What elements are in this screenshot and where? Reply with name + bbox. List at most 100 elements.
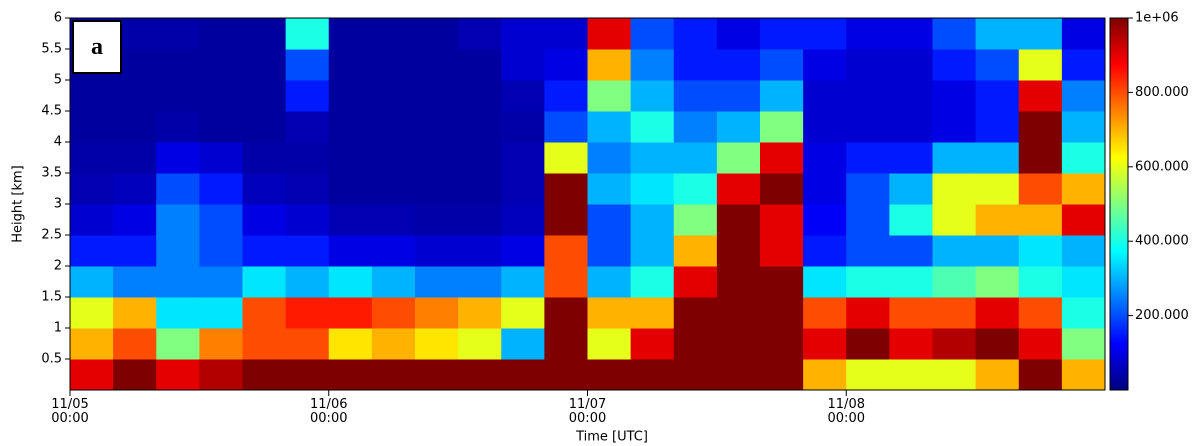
heatmap-cell [673, 204, 718, 236]
heatmap-cell [156, 18, 200, 50]
heatmap-cell [975, 49, 1020, 81]
heatmap-cell [587, 142, 632, 174]
heatmap-cell [716, 142, 761, 174]
y-tick-label: 0.5 [41, 352, 62, 367]
heatmap-cell [760, 204, 804, 236]
heatmap-cell [803, 173, 847, 205]
heatmap-cell [673, 235, 718, 267]
heatmap-cell [501, 142, 545, 174]
heatmap-cell [501, 359, 545, 391]
heatmap-cell [544, 173, 588, 205]
heatmap-cell [501, 49, 545, 81]
heatmap-cell [760, 49, 804, 81]
heatmap-cell [242, 266, 287, 298]
heatmap-cell [113, 142, 157, 174]
heatmap-cell [458, 142, 502, 174]
heatmap-cell [544, 359, 588, 391]
heatmap-cell [501, 235, 545, 267]
heatmap-cell [1061, 204, 1106, 236]
heatmap-cell [199, 18, 243, 50]
y-tick-label: 5 [54, 73, 62, 88]
heatmap-cell [975, 359, 1020, 391]
heatmap-cell [371, 204, 416, 236]
heatmap-cell [544, 266, 588, 298]
heatmap-cell [458, 266, 502, 298]
heatmap-cell [587, 111, 632, 143]
colorbar-tick-label: 400.000 [1135, 234, 1189, 249]
heatmap-cell [975, 18, 1020, 50]
heatmap-cell [1061, 49, 1106, 81]
heatmap-cell [1061, 18, 1106, 50]
heatmap-cell [458, 49, 502, 81]
heatmap-cell [415, 235, 459, 267]
heatmap-cell [156, 235, 200, 267]
heatmap-cell [760, 235, 804, 267]
heatmap-cell [716, 204, 761, 236]
heatmap-cell [1018, 266, 1063, 298]
heatmap-cell [587, 80, 632, 112]
heatmap-cell [242, 204, 287, 236]
heatmap-cell [371, 328, 416, 360]
heatmap-cell [889, 142, 933, 174]
heatmap-cell [716, 80, 761, 112]
heatmap-cell [803, 111, 847, 143]
heatmap-cell [156, 266, 200, 298]
heatmap-cell [932, 142, 977, 174]
heatmap-cell [242, 142, 287, 174]
heatmap-cell [673, 142, 718, 174]
heatmap-cell [70, 173, 114, 205]
heatmap-cell [1061, 111, 1106, 143]
heatmap-cell [630, 18, 675, 50]
heatmap-cell [371, 18, 416, 50]
heatmap-cell [242, 49, 287, 81]
heatmap-cell [889, 297, 933, 329]
heatmap-cell [846, 142, 890, 174]
heatmap-cell [587, 49, 632, 81]
heatmap-cell [889, 266, 933, 298]
heatmap-cell [242, 297, 287, 329]
heatmap-cell [328, 18, 373, 50]
heatmap-cell [199, 80, 243, 112]
heatmap-cell [501, 111, 545, 143]
heatmap-cell [587, 18, 632, 50]
heatmap-cell [803, 359, 847, 391]
x-tick-label: 11/08 00:00 [827, 397, 865, 426]
heatmap-cell [1061, 173, 1106, 205]
heatmap-cell [371, 142, 416, 174]
x-tick-label: 11/05 00:00 [51, 397, 89, 426]
heatmap-cell [70, 328, 114, 360]
heatmap-cell [889, 80, 933, 112]
heatmap-cell [199, 204, 243, 236]
heatmap-cell [328, 328, 373, 360]
heatmap-cell [760, 173, 804, 205]
y-tick-label: 5.5 [41, 42, 62, 57]
heatmap-cell [544, 80, 588, 112]
heatmap-cell [716, 49, 761, 81]
heatmap-cell [415, 204, 459, 236]
heatmap-cell [846, 359, 890, 391]
heatmap-cell [70, 266, 114, 298]
heatmap-cell [70, 80, 114, 112]
heatmap-cell [975, 142, 1020, 174]
heatmap-cell [113, 328, 157, 360]
heatmap-cell [501, 328, 545, 360]
heatmap-cell [1061, 235, 1106, 267]
heatmap-cell [415, 49, 459, 81]
heatmap-cell [673, 173, 718, 205]
heatmap-cell [70, 235, 114, 267]
heatmap-cell [1018, 328, 1063, 360]
heatmap-cell [156, 111, 200, 143]
y-tick-label: 4.5 [41, 104, 62, 119]
heatmap-cell [371, 111, 416, 143]
heatmap-cell [415, 111, 459, 143]
heatmap-cell [328, 266, 373, 298]
y-tick-label: 4 [54, 135, 62, 150]
heatmap-cell [716, 111, 761, 143]
heatmap-cell [889, 204, 933, 236]
heatmap-cell [760, 359, 804, 391]
heatmap-cell [371, 173, 416, 205]
heatmap-cell [501, 204, 545, 236]
colorbar-tick-label: 1e+06 [1135, 11, 1179, 26]
heatmap-cell [70, 111, 114, 143]
heatmap-cell [1061, 359, 1106, 391]
